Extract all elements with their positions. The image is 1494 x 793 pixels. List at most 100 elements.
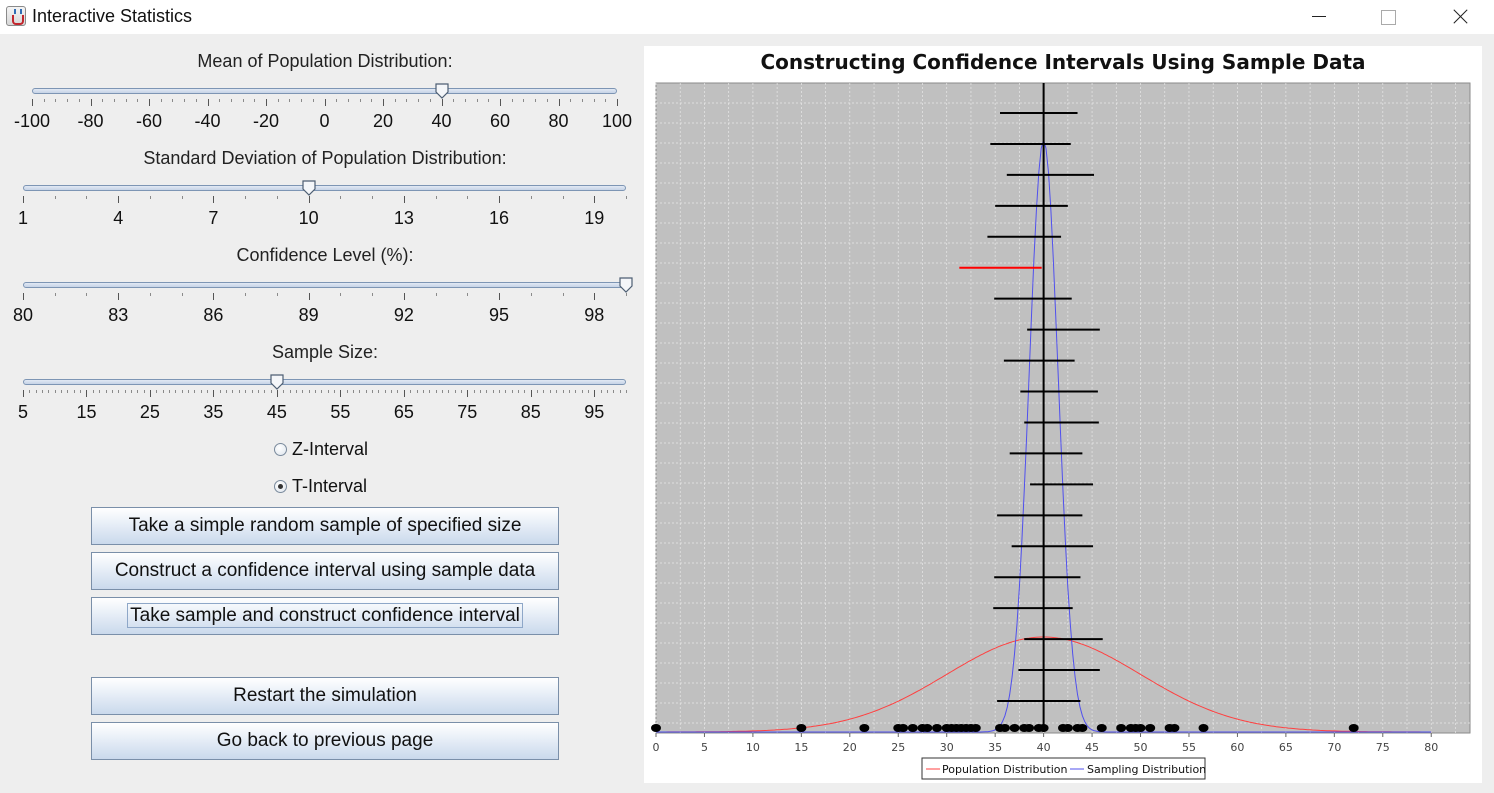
slider-tick	[594, 293, 596, 300]
slider-tick	[302, 390, 304, 393]
sample-size-slider-caption: Sample Size:	[271, 342, 379, 362]
slider-tick	[168, 390, 170, 393]
mean-slider-track[interactable]	[32, 88, 617, 94]
slider-tick	[92, 390, 94, 393]
slider-tick-label: 85	[520, 402, 541, 422]
slider-tick	[67, 390, 69, 393]
sample-point	[898, 724, 909, 732]
slider-tick	[276, 196, 278, 199]
mean-slider-caption: Mean of Population Distribution:	[197, 51, 453, 71]
slider-tick-label: 80	[548, 111, 569, 131]
sd-slider-thumb[interactable]	[302, 180, 316, 196]
slider-tick-label: 7	[208, 208, 219, 228]
sample-point	[651, 724, 661, 732]
slider-tick	[492, 390, 494, 393]
slider-tick-label: 20	[372, 111, 394, 131]
slider-tick	[441, 390, 443, 393]
slider-tick	[283, 390, 285, 393]
sd-slider-caption: Standard Deviation of Population Distrib…	[143, 148, 507, 168]
x-axis-tick-label: 0	[653, 741, 660, 754]
slider-tick	[530, 390, 532, 397]
take-sample-button[interactable]: Take a simple random sample of specified…	[91, 507, 559, 545]
slider-tick	[562, 390, 564, 393]
slider-tick	[429, 99, 431, 102]
confidence-slider-thumb[interactable]	[619, 277, 633, 293]
t-interval-radio[interactable]: T-Interval	[274, 475, 367, 497]
slider-tick	[587, 390, 589, 393]
slider-tick	[200, 390, 202, 393]
confidence-slider-track[interactable]	[23, 282, 626, 288]
x-axis-tick-label: 45	[1085, 741, 1099, 754]
sample-size-slider-thumb[interactable]	[270, 374, 284, 390]
sample-point	[1096, 724, 1107, 732]
x-axis: 0 5 10 15 20 25 30 35 40 45 50 55 60 65 70 75 80	[653, 733, 1438, 754]
t-interval-radio-button[interactable]	[274, 479, 287, 493]
x-axis-tick-label: 15	[794, 741, 808, 754]
slider-tick	[340, 196, 342, 199]
slider-tick	[558, 99, 560, 106]
sample-point	[922, 724, 933, 732]
sample-size-slider-track[interactable]	[23, 379, 626, 385]
slider-tick	[86, 293, 88, 296]
minimize-icon[interactable]	[1294, 0, 1340, 34]
slider-tick	[276, 293, 278, 296]
sample-size-slider[interactable]: 5 15 25 35 45 55 65 75 85 95	[18, 374, 627, 436]
slider-tick-label: 95	[584, 402, 605, 422]
z-interval-radio-button[interactable]	[274, 442, 287, 456]
confidence-slider[interactable]: 80 83 86 89 92 95 98	[13, 277, 633, 339]
slider-tick	[90, 99, 92, 106]
mean-slider-thumb[interactable]	[434, 83, 449, 99]
slider-tick	[403, 390, 405, 397]
slider-tick	[454, 390, 456, 393]
slider-tick-label: 19	[584, 208, 605, 228]
slider-tick	[172, 99, 174, 102]
slider-tick	[301, 99, 303, 102]
construct-interval-button[interactable]: Construct a confidence interval using sa…	[91, 552, 559, 590]
x-axis-tick-label: 80	[1424, 741, 1438, 754]
slider-tick	[137, 390, 139, 393]
slider-tick	[467, 390, 469, 397]
mean-slider[interactable]: -100 -80 -60 -40 -20 0 20 40 60 80 100	[14, 83, 632, 145]
sample-points	[651, 724, 1359, 732]
slider-tick	[80, 390, 82, 393]
chart-panel: Constructing Confidence Intervals Using …	[644, 46, 1482, 783]
sd-slider[interactable]: 1 4 7 10 13 16 19	[18, 180, 627, 242]
slider-tick-label: 40	[431, 111, 452, 131]
slider-tick	[575, 390, 577, 393]
slider-tick	[181, 293, 183, 296]
slider-tick	[327, 390, 329, 393]
slider-tick	[213, 390, 215, 397]
slider-tick-label: 25	[139, 402, 160, 422]
slider-tick	[435, 196, 437, 199]
slider-tick	[195, 99, 197, 102]
sample-point	[1116, 724, 1127, 732]
slider-tick	[562, 196, 564, 199]
sample-and-construct-button[interactable]: Take sample and construct confidence int…	[91, 597, 559, 635]
slider-tick	[175, 390, 177, 393]
slider-tick	[118, 196, 120, 203]
slider-tick	[105, 390, 107, 393]
slider-tick-label: 89	[298, 305, 319, 325]
sample-point	[1135, 724, 1146, 732]
z-interval-label: Z-Interval	[292, 438, 369, 459]
slider-tick	[149, 196, 151, 199]
slider-tick	[473, 390, 475, 393]
slider-tick-label: -40	[194, 111, 221, 131]
z-interval-radio[interactable]: Z-Interval	[274, 438, 368, 460]
slider-tick	[295, 390, 297, 393]
slider-tick	[242, 99, 244, 102]
close-icon[interactable]	[1437, 0, 1483, 34]
confidence-slider-labels: 80 83 86 89 92 95 98	[13, 305, 626, 327]
distribution-curves	[656, 83, 1432, 733]
slider-tick	[340, 390, 342, 397]
sample-point	[999, 724, 1010, 732]
slider-tick	[372, 196, 374, 199]
sd-slider-track[interactable]	[23, 185, 626, 191]
slider-tick	[593, 99, 595, 102]
restart-button[interactable]: Restart the simulation	[91, 677, 559, 715]
maximize-icon[interactable]	[1365, 0, 1411, 34]
back-button[interactable]: Go back to previous page	[91, 722, 559, 760]
slider-tick	[160, 99, 162, 102]
slider-tick	[359, 99, 361, 102]
slider-tick-label: 86	[203, 305, 224, 325]
